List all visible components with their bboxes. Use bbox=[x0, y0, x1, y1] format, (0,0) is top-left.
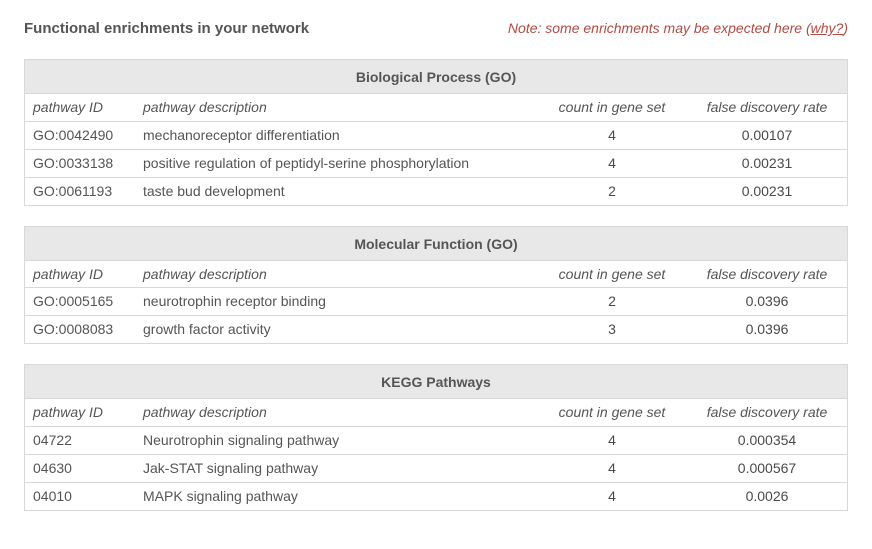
column-header: false discovery rate bbox=[687, 399, 847, 426]
cell-count: 4 bbox=[537, 455, 687, 483]
cell-desc: growth factor activity bbox=[135, 316, 537, 344]
panel-title: Functional enrichments in your network bbox=[24, 20, 309, 37]
enrichment-table: pathway IDpathway descriptioncount in ge… bbox=[25, 399, 847, 511]
cell-id: GO:0033138 bbox=[25, 149, 135, 177]
enrichment-section: Biological Process (GO)pathway IDpathway… bbox=[24, 59, 848, 206]
cell-count: 4 bbox=[537, 482, 687, 510]
cell-count: 2 bbox=[537, 288, 687, 316]
note-text: Note: some enrichments may be expected h… bbox=[508, 20, 848, 36]
column-header: count in gene set bbox=[537, 399, 687, 426]
table-row: GO:0033138positive regulation of peptidy… bbox=[25, 149, 847, 177]
cell-count: 3 bbox=[537, 316, 687, 344]
cell-desc: Neurotrophin signaling pathway bbox=[135, 427, 537, 455]
cell-id: 04010 bbox=[25, 482, 135, 510]
column-header: pathway ID bbox=[25, 261, 135, 288]
section-title: Biological Process (GO) bbox=[25, 60, 847, 94]
cell-id: 04630 bbox=[25, 455, 135, 483]
column-header: pathway description bbox=[135, 399, 537, 426]
cell-fdr: 0.000354 bbox=[687, 427, 847, 455]
table-row: 04722Neurotrophin signaling pathway40.00… bbox=[25, 427, 847, 455]
cell-id: GO:0008083 bbox=[25, 316, 135, 344]
column-header: pathway description bbox=[135, 261, 537, 288]
table-row: GO:0042490mechanoreceptor differentiatio… bbox=[25, 121, 847, 149]
cell-id: GO:0042490 bbox=[25, 121, 135, 149]
note-prefix: Note: some enrichments may be expected h… bbox=[508, 20, 806, 36]
why-link[interactable]: why? bbox=[811, 20, 844, 36]
enrichment-panel: Functional enrichments in your network N… bbox=[0, 0, 872, 549]
table-header-row: pathway IDpathway descriptioncount in ge… bbox=[25, 261, 847, 288]
cell-fdr: 0.00231 bbox=[687, 177, 847, 205]
cell-id: GO:0005165 bbox=[25, 288, 135, 316]
table-row: 04010MAPK signaling pathway40.0026 bbox=[25, 482, 847, 510]
table-row: GO:0061193taste bud development20.00231 bbox=[25, 177, 847, 205]
cell-desc: Jak-STAT signaling pathway bbox=[135, 455, 537, 483]
enrichment-table: pathway IDpathway descriptioncount in ge… bbox=[25, 261, 847, 345]
column-header: pathway description bbox=[135, 94, 537, 121]
sections-container: Biological Process (GO)pathway IDpathway… bbox=[24, 59, 848, 511]
table-row: 04630Jak-STAT signaling pathway40.000567 bbox=[25, 455, 847, 483]
cell-desc: taste bud development bbox=[135, 177, 537, 205]
column-header: count in gene set bbox=[537, 94, 687, 121]
cell-fdr: 0.0026 bbox=[687, 482, 847, 510]
cell-fdr: 0.00107 bbox=[687, 121, 847, 149]
cell-fdr: 0.0396 bbox=[687, 288, 847, 316]
column-header: count in gene set bbox=[537, 261, 687, 288]
table-header-row: pathway IDpathway descriptioncount in ge… bbox=[25, 399, 847, 426]
table-row: GO:0008083growth factor activity30.0396 bbox=[25, 316, 847, 344]
cell-count: 4 bbox=[537, 427, 687, 455]
table-header-row: pathway IDpathway descriptioncount in ge… bbox=[25, 94, 847, 121]
cell-desc: MAPK signaling pathway bbox=[135, 482, 537, 510]
column-header: false discovery rate bbox=[687, 261, 847, 288]
cell-fdr: 0.0396 bbox=[687, 316, 847, 344]
column-header: pathway ID bbox=[25, 94, 135, 121]
cell-id: 04722 bbox=[25, 427, 135, 455]
column-header: pathway ID bbox=[25, 399, 135, 426]
cell-fdr: 0.000567 bbox=[687, 455, 847, 483]
enrichment-section: KEGG Pathwayspathway IDpathway descripti… bbox=[24, 364, 848, 511]
cell-desc: mechanoreceptor differentiation bbox=[135, 121, 537, 149]
note-link-close: ) bbox=[843, 20, 848, 36]
cell-fdr: 0.00231 bbox=[687, 149, 847, 177]
cell-count: 4 bbox=[537, 121, 687, 149]
column-header: false discovery rate bbox=[687, 94, 847, 121]
enrichment-section: Molecular Function (GO)pathway IDpathway… bbox=[24, 226, 848, 345]
cell-desc: positive regulation of peptidyl-serine p… bbox=[135, 149, 537, 177]
header-row: Functional enrichments in your network N… bbox=[24, 20, 848, 37]
section-title: KEGG Pathways bbox=[25, 365, 847, 399]
cell-count: 2 bbox=[537, 177, 687, 205]
table-row: GO:0005165neurotrophin receptor binding2… bbox=[25, 288, 847, 316]
cell-count: 4 bbox=[537, 149, 687, 177]
section-title: Molecular Function (GO) bbox=[25, 227, 847, 261]
cell-id: GO:0061193 bbox=[25, 177, 135, 205]
cell-desc: neurotrophin receptor binding bbox=[135, 288, 537, 316]
enrichment-table: pathway IDpathway descriptioncount in ge… bbox=[25, 94, 847, 206]
